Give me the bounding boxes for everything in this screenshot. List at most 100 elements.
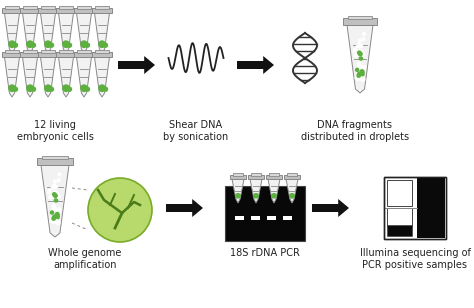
Circle shape: [56, 215, 59, 217]
Circle shape: [56, 215, 59, 218]
Circle shape: [361, 72, 364, 74]
Bar: [384, 177, 446, 239]
Circle shape: [272, 194, 276, 198]
Circle shape: [360, 72, 363, 75]
Circle shape: [356, 75, 359, 78]
Circle shape: [81, 41, 87, 47]
Bar: [20, 8, 40, 13]
Bar: [59, 6, 73, 9]
Polygon shape: [22, 13, 37, 53]
Circle shape: [360, 70, 364, 74]
Bar: [23, 50, 37, 52]
Circle shape: [48, 192, 50, 194]
Bar: [56, 8, 76, 13]
Polygon shape: [76, 57, 91, 97]
Bar: [284, 175, 300, 179]
Circle shape: [53, 215, 56, 219]
Circle shape: [81, 85, 87, 91]
Circle shape: [360, 45, 363, 47]
Circle shape: [357, 53, 360, 56]
Circle shape: [357, 74, 360, 77]
Polygon shape: [94, 57, 109, 97]
Bar: [77, 6, 91, 9]
Polygon shape: [286, 179, 298, 203]
Circle shape: [354, 48, 356, 51]
Bar: [267, 216, 276, 220]
Circle shape: [356, 77, 360, 80]
Bar: [417, 178, 445, 238]
Polygon shape: [41, 165, 69, 237]
Circle shape: [67, 87, 72, 91]
Circle shape: [49, 195, 52, 198]
Bar: [2, 52, 22, 57]
Bar: [266, 175, 282, 179]
Circle shape: [58, 173, 61, 176]
Circle shape: [50, 219, 53, 222]
Circle shape: [54, 207, 57, 210]
Circle shape: [52, 207, 56, 211]
Circle shape: [236, 194, 240, 198]
Polygon shape: [40, 13, 55, 53]
Bar: [92, 52, 112, 57]
Circle shape: [363, 66, 366, 69]
Circle shape: [254, 194, 258, 198]
Text: 18S rDNA PCR: 18S rDNA PCR: [230, 248, 300, 258]
Circle shape: [357, 50, 361, 53]
Bar: [41, 6, 55, 9]
Circle shape: [45, 85, 51, 91]
Polygon shape: [94, 13, 109, 53]
Circle shape: [99, 85, 105, 91]
Circle shape: [353, 50, 356, 52]
Circle shape: [13, 43, 18, 47]
Circle shape: [358, 65, 362, 68]
Bar: [251, 173, 262, 176]
Polygon shape: [118, 56, 155, 74]
Circle shape: [356, 68, 359, 71]
Circle shape: [50, 211, 54, 214]
Circle shape: [53, 191, 56, 195]
Circle shape: [53, 193, 56, 196]
Bar: [387, 180, 412, 206]
Circle shape: [359, 57, 362, 60]
Circle shape: [85, 43, 90, 47]
Circle shape: [358, 51, 361, 55]
Bar: [343, 18, 377, 25]
Circle shape: [360, 67, 363, 70]
Circle shape: [55, 209, 58, 213]
Circle shape: [358, 43, 361, 46]
Bar: [2, 8, 22, 13]
Bar: [77, 50, 91, 52]
Circle shape: [356, 45, 359, 48]
Polygon shape: [40, 57, 55, 97]
Bar: [56, 52, 76, 57]
Circle shape: [55, 192, 58, 195]
Circle shape: [358, 44, 361, 47]
Circle shape: [58, 195, 60, 197]
Circle shape: [361, 72, 364, 75]
Circle shape: [360, 57, 363, 60]
Circle shape: [51, 218, 54, 221]
Bar: [74, 8, 94, 13]
Circle shape: [54, 194, 57, 197]
Circle shape: [99, 41, 105, 47]
Bar: [248, 175, 264, 179]
Bar: [287, 173, 298, 176]
Polygon shape: [312, 199, 349, 217]
Polygon shape: [22, 57, 37, 97]
Polygon shape: [76, 13, 91, 53]
Bar: [235, 216, 244, 220]
Polygon shape: [58, 13, 73, 53]
Text: 12 living
embryonic cells: 12 living embryonic cells: [17, 120, 93, 142]
Circle shape: [360, 54, 364, 57]
Circle shape: [51, 187, 54, 189]
Circle shape: [357, 62, 360, 65]
Circle shape: [53, 185, 56, 189]
Circle shape: [27, 85, 33, 91]
Circle shape: [48, 190, 51, 192]
Circle shape: [354, 55, 356, 57]
Polygon shape: [268, 179, 280, 203]
Circle shape: [88, 178, 152, 242]
Circle shape: [9, 41, 15, 47]
Polygon shape: [237, 56, 274, 74]
Circle shape: [51, 218, 54, 221]
